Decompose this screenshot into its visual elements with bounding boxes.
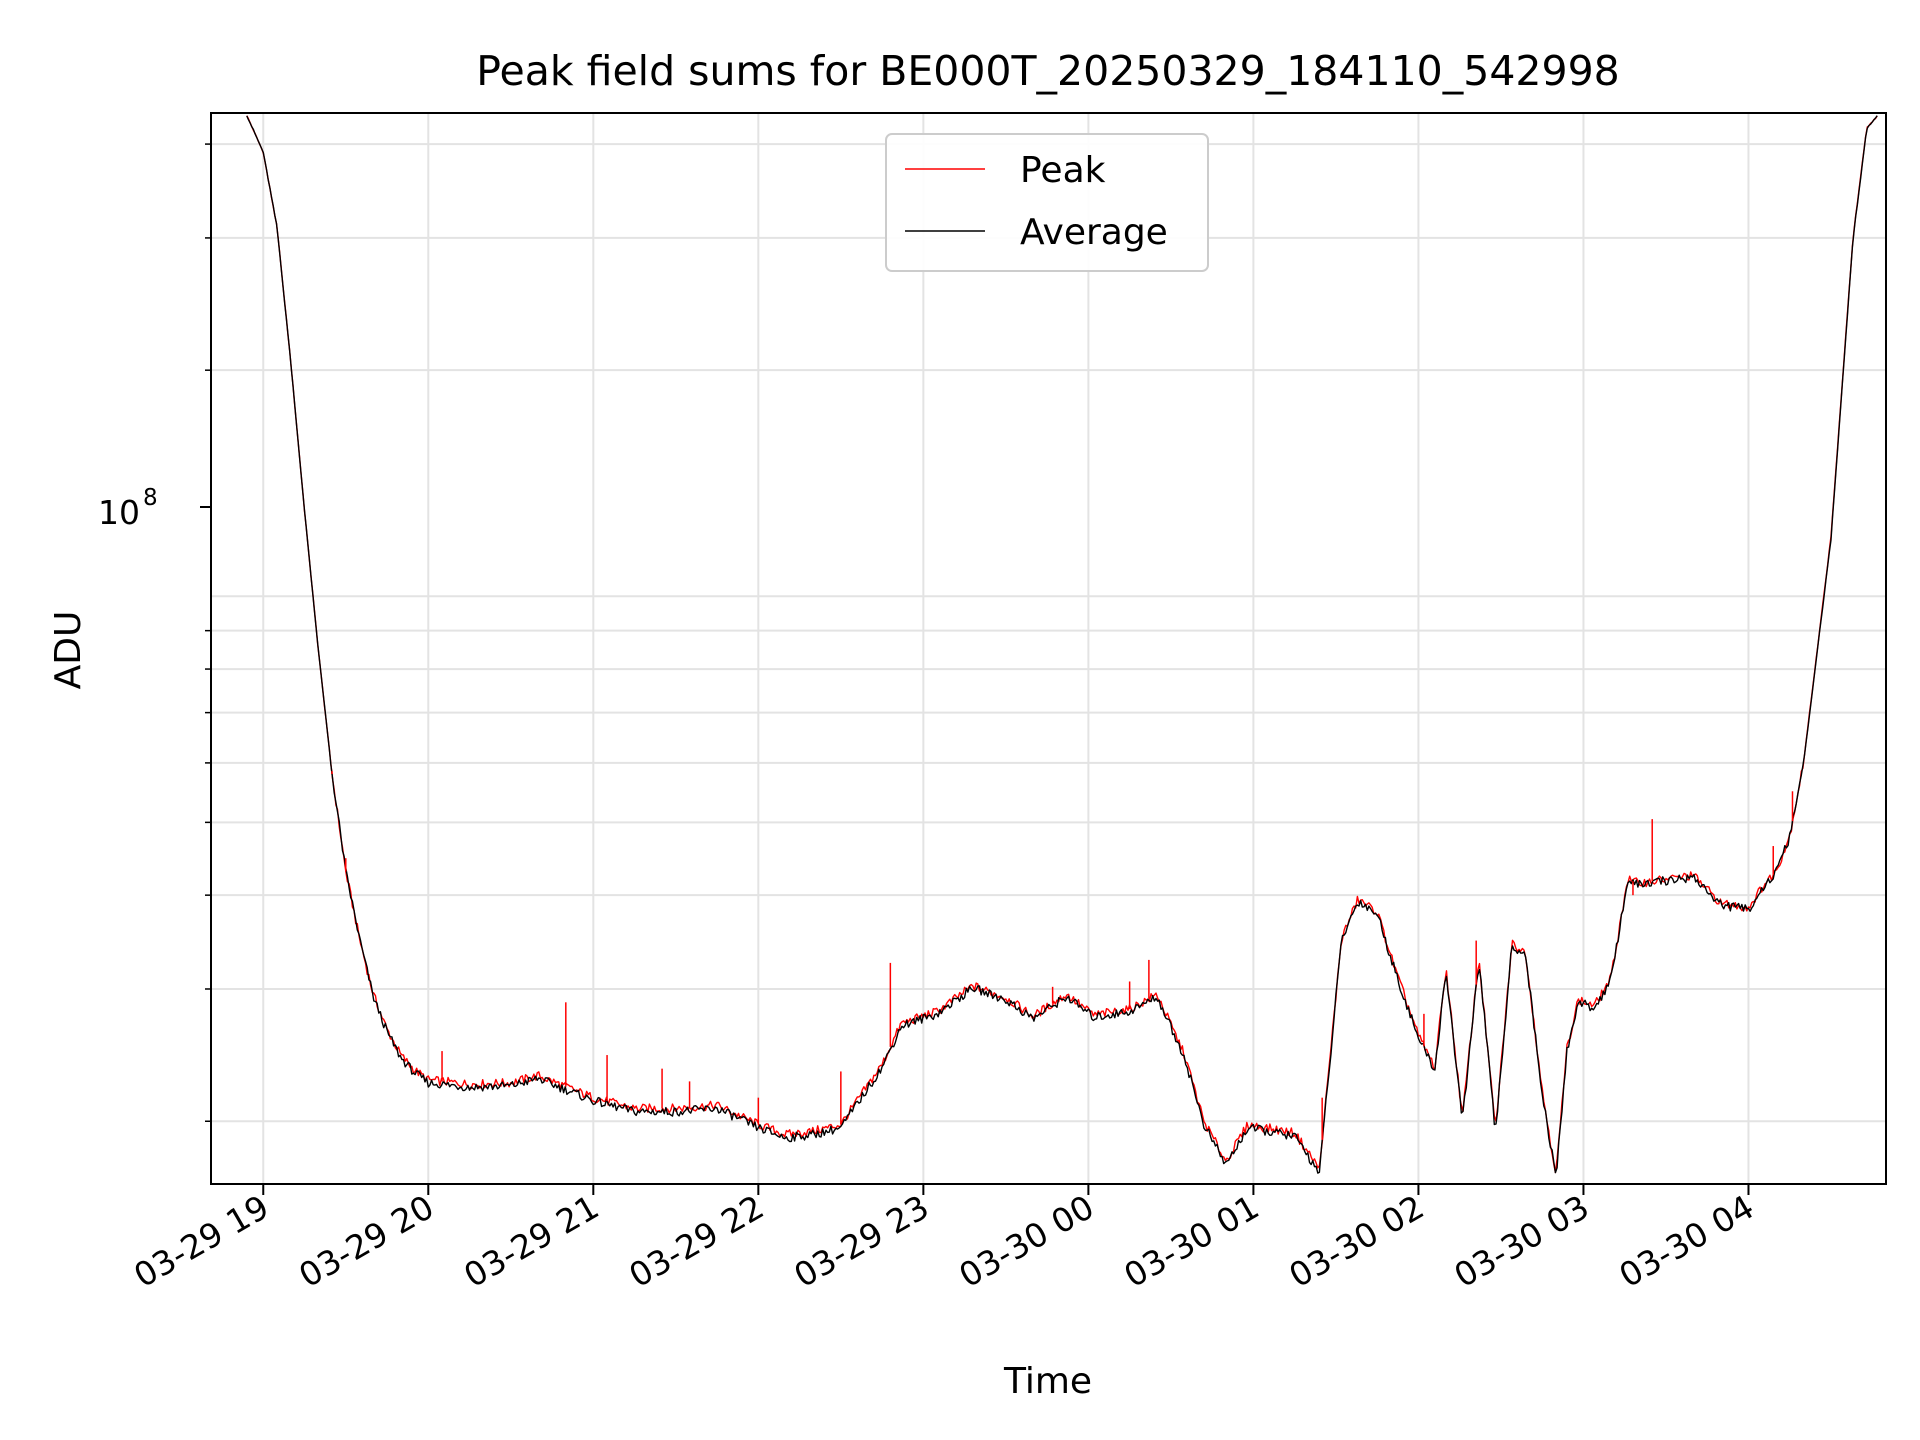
series-line-average <box>246 115 1878 1174</box>
plot-background <box>211 113 1886 1184</box>
legend-label-peak: Peak <box>1020 150 1106 191</box>
legend: Peak Average <box>885 133 1209 272</box>
plot-frame <box>210 112 1887 1185</box>
series-layer <box>246 115 1878 1174</box>
legend-label-average: Average <box>1020 212 1168 253</box>
y-axis: 10 8 <box>98 143 211 1123</box>
plot-area <box>210 112 1887 1185</box>
chart-title: Peak field sums for BE000T_20250329_1841… <box>476 47 1620 95</box>
x-axis-label: Time <box>1003 1361 1092 1402</box>
y-tick-label-base: 10 <box>98 493 140 532</box>
y-tick-label-exponent: 8 <box>143 485 158 511</box>
y-axis-label: ADU <box>48 611 89 690</box>
